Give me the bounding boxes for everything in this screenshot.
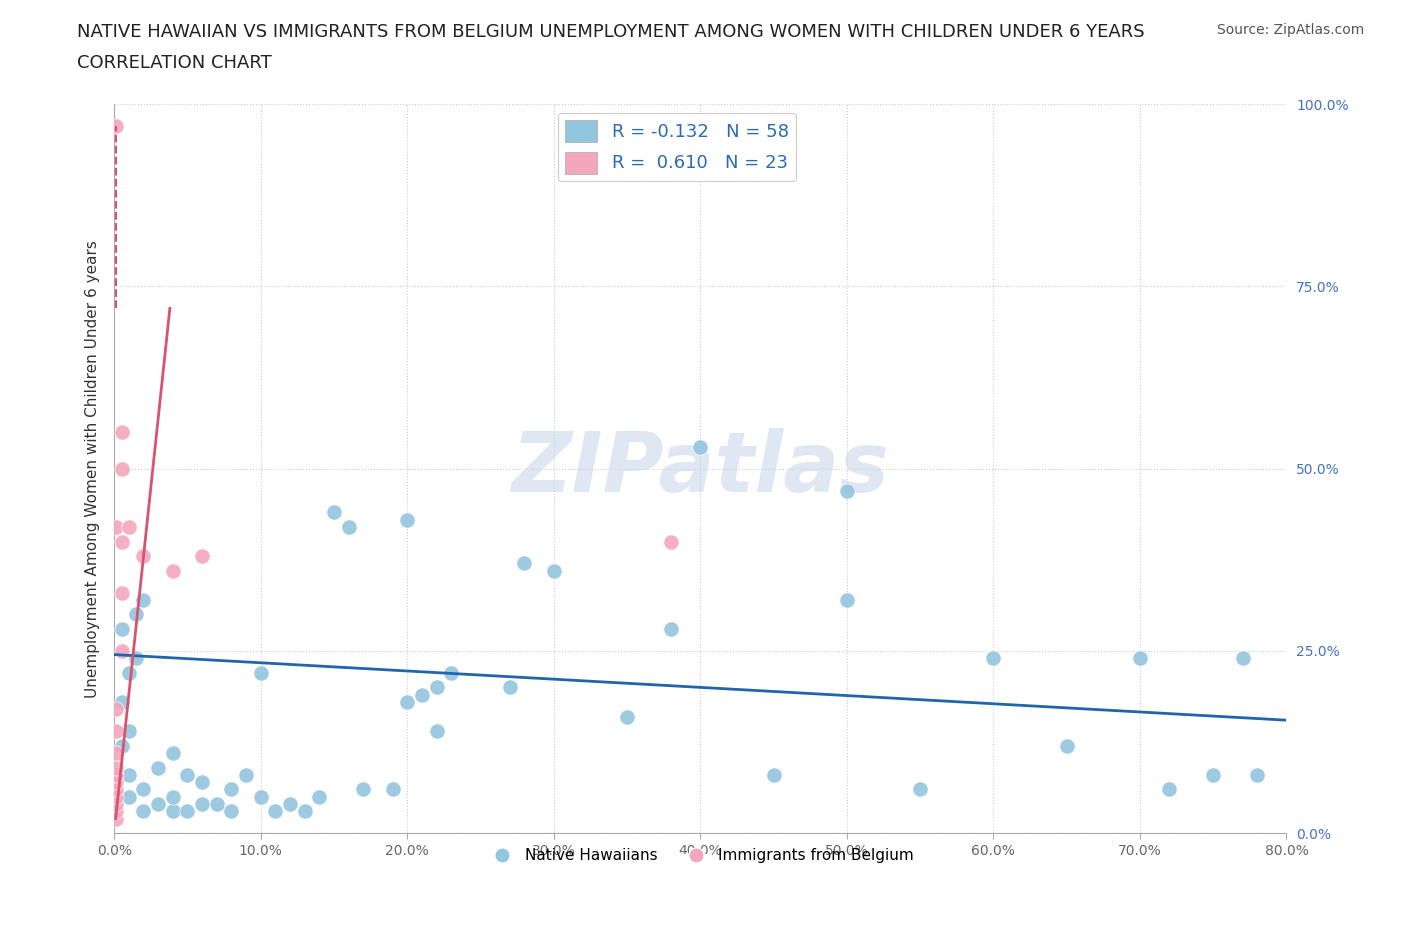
Point [132,549,155,564]
Legend: Native Hawaiians, Immigrants from Belgium: Native Hawaiians, Immigrants from Belgiu… [481,842,921,870]
Point [110,695,132,710]
Text: NATIVE HAWAIIAN VS IMMIGRANTS FROM BELGIUM UNEMPLOYMENT AMONG WOMEN WITH CHILDRE: NATIVE HAWAIIAN VS IMMIGRANTS FROM BELGI… [77,23,1144,41]
Point [104,760,127,775]
Point [191,549,214,564]
Point [543,564,565,578]
Point [426,680,449,695]
Point [104,119,127,134]
Point [411,687,433,702]
Point [118,767,141,782]
Point [118,665,141,680]
Point [104,811,127,826]
Point [118,724,141,738]
Point [104,797,127,812]
Point [689,439,711,454]
Point [191,797,214,812]
Point [146,797,169,812]
Point [191,775,214,790]
Point [426,724,449,738]
Point [104,790,127,804]
Point [146,760,169,775]
Point [396,695,419,710]
Point [1129,651,1152,666]
Point [616,709,638,724]
Point [235,767,257,782]
Point [104,702,127,717]
Point [499,680,522,695]
Point [110,461,132,476]
Point [440,665,463,680]
Point [162,746,184,761]
Point [162,564,184,578]
Point [1159,782,1181,797]
Y-axis label: Unemployment Among Women with Children Under 6 years: Unemployment Among Women with Children U… [86,240,100,698]
Point [205,797,228,812]
Point [125,651,148,666]
Point [762,767,785,782]
Text: CORRELATION CHART: CORRELATION CHART [77,54,273,72]
Point [221,782,243,797]
Point [396,512,419,527]
Point [118,790,141,804]
Point [513,556,536,571]
Text: Source: ZipAtlas.com: Source: ZipAtlas.com [1216,23,1364,37]
Point [110,585,132,600]
Point [323,505,346,520]
Point [104,746,127,761]
Point [110,644,132,658]
Point [337,520,360,535]
Point [132,592,155,607]
Point [352,782,374,797]
Point [278,797,301,812]
Point [110,621,132,636]
Point [110,534,132,549]
Point [104,520,127,535]
Point [125,607,148,622]
Point [162,804,184,818]
Point [294,804,316,818]
Point [835,592,858,607]
Point [132,804,155,818]
Point [221,804,243,818]
Point [118,520,141,535]
Point [1056,738,1078,753]
Point [104,804,127,818]
Point [264,804,287,818]
Point [835,483,858,498]
Point [104,782,127,797]
Point [132,782,155,797]
Point [908,782,931,797]
Point [1232,651,1254,666]
Point [176,767,198,782]
Point [381,782,404,797]
Point [176,804,198,818]
Point [110,738,132,753]
Point [162,790,184,804]
Point [104,767,127,782]
Point [104,775,127,790]
Point [249,790,271,804]
Point [249,665,271,680]
Point [308,790,330,804]
Point [104,724,127,738]
Text: ZIPatlas: ZIPatlas [512,428,889,510]
Point [659,621,682,636]
Point [983,651,1005,666]
Point [659,534,682,549]
Point [110,425,132,440]
Point [1202,767,1225,782]
Point [1246,767,1268,782]
